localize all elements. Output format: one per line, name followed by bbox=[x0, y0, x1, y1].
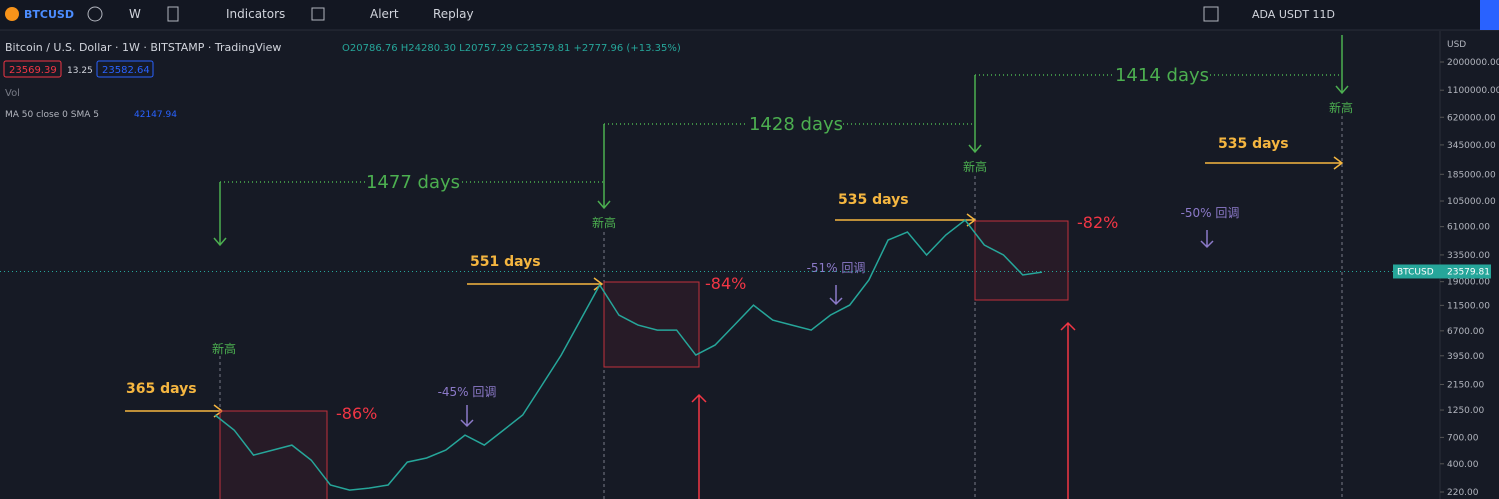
y-tick-label: 2000000.00 bbox=[1447, 58, 1499, 68]
y-tick-label: 3950.00 bbox=[1447, 352, 1484, 362]
box-icon[interactable] bbox=[1203, 6, 1219, 22]
high-label: 新高 bbox=[1329, 100, 1353, 115]
gap-label: 1428 days bbox=[749, 114, 843, 135]
y-tick-label: 1100000.00 bbox=[1447, 86, 1499, 96]
symbol[interactable]: BTCUSD bbox=[24, 8, 74, 21]
last-price-box bbox=[1393, 264, 1491, 279]
y-tick-label: 33500.00 bbox=[1447, 251, 1490, 261]
alert[interactable]: Alert bbox=[370, 7, 399, 21]
drop-label: -82% bbox=[1077, 213, 1118, 232]
gap-label: 1477 days bbox=[366, 172, 460, 193]
y-tick-label: 620000.00 bbox=[1447, 113, 1496, 123]
ma: MA 50 close 0 SMA 5 bbox=[5, 110, 99, 120]
currency: USD bbox=[1447, 40, 1466, 50]
y-tick-label: 6700.00 bbox=[1447, 327, 1484, 337]
pullback-label: -50% 回调 bbox=[1181, 206, 1240, 220]
replay[interactable]: Replay bbox=[433, 7, 474, 21]
y-tick-label: 2150.00 bbox=[1447, 380, 1484, 390]
y-tick-label: 19000.00 bbox=[1447, 278, 1490, 288]
y-tick-label: 105000.00 bbox=[1447, 197, 1496, 207]
candle-icon[interactable] bbox=[167, 6, 179, 22]
y-tick-label: 61000.00 bbox=[1447, 223, 1490, 233]
spread: 13.25 bbox=[67, 66, 93, 76]
watch[interactable]: ADA USDT 11D bbox=[1252, 8, 1335, 21]
last-price: 23579.81 bbox=[1447, 267, 1490, 277]
run-label: 535 days bbox=[838, 192, 909, 208]
run-label: 535 days bbox=[1218, 136, 1289, 152]
drop-label: -84% bbox=[705, 274, 746, 293]
run-label: 365 days bbox=[126, 381, 197, 397]
indicators[interactable]: Indicators bbox=[226, 7, 285, 21]
legend-title: Bitcoin / U.S. Dollar · 1W · BITSTAMP · … bbox=[5, 41, 281, 54]
publish[interactable] bbox=[1480, 0, 1499, 30]
y-tick-label: 345000.00 bbox=[1447, 141, 1496, 151]
y-tick-label: 185000.00 bbox=[1447, 170, 1496, 180]
pullback-label: -51% 回调 bbox=[807, 261, 866, 275]
high-label: 新高 bbox=[592, 215, 616, 230]
layout-icon[interactable] bbox=[311, 7, 325, 21]
y-tick-label: 1250.00 bbox=[1447, 406, 1484, 416]
y-tick-label: 220.00 bbox=[1447, 488, 1479, 498]
drop-label: -86% bbox=[336, 404, 377, 423]
ask: 23582.64 bbox=[102, 65, 150, 76]
y-tick-label: 11500.00 bbox=[1447, 301, 1490, 311]
gap-label: 1414 days bbox=[1115, 65, 1209, 86]
run-label: 551 days bbox=[470, 254, 541, 270]
interval[interactable]: W bbox=[129, 7, 141, 21]
ohlc: O20786.76 H24280.30 L20757.29 C23579.81 … bbox=[342, 43, 681, 54]
y-tick-label: 700.00 bbox=[1447, 433, 1479, 443]
last-price-symbol: BTCUSD bbox=[1397, 267, 1434, 277]
high-label: 新高 bbox=[212, 341, 236, 356]
ma-value: 42147.94 bbox=[134, 110, 177, 120]
vol: Vol bbox=[5, 88, 20, 99]
pullback-label: -45% 回调 bbox=[438, 385, 497, 399]
high-label: 新高 bbox=[963, 159, 987, 174]
price-line bbox=[214, 218, 1043, 491]
y-tick-label: 400.00 bbox=[1447, 460, 1479, 470]
bid: 23569.39 bbox=[9, 65, 57, 76]
